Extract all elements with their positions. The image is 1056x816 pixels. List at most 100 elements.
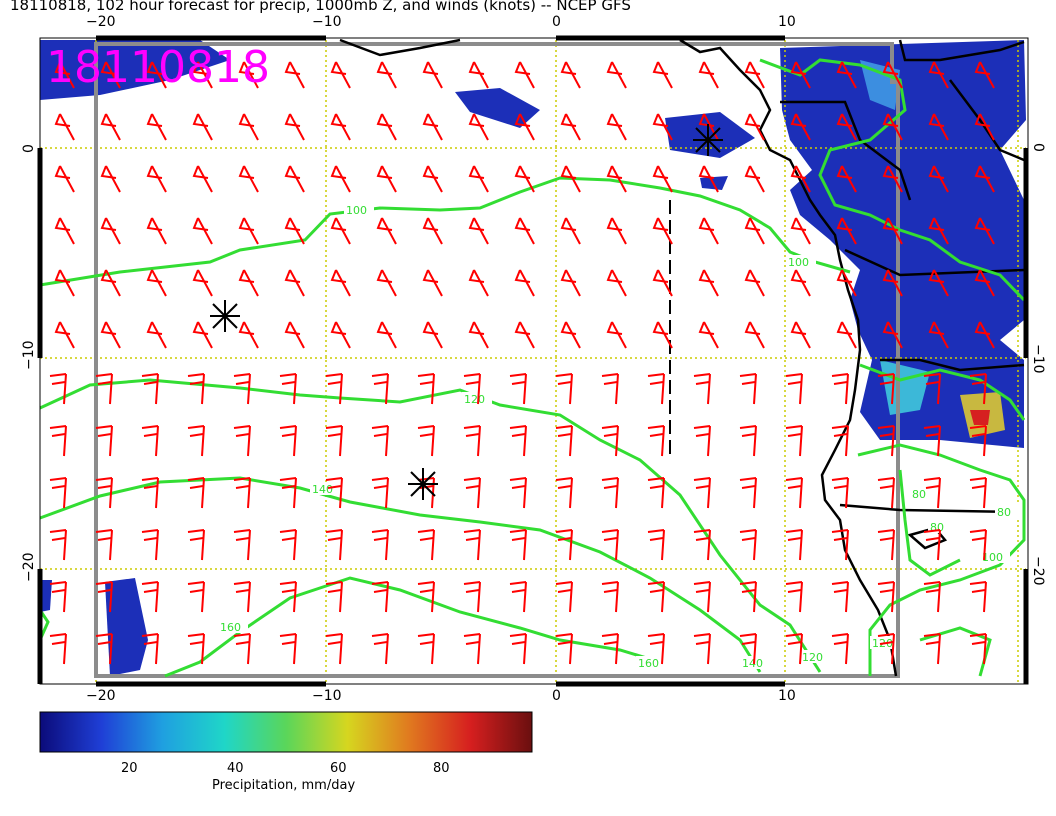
wind-barb (698, 321, 719, 349)
wind-barbs (49, 61, 995, 665)
contour-label: 100 (788, 256, 809, 269)
wind-barb (141, 633, 159, 665)
wind-barb (284, 61, 305, 89)
wind-barb (325, 581, 343, 613)
wind-barb (560, 113, 581, 141)
colorbar-tick-label: 20 (121, 761, 138, 776)
contour-80b (898, 469, 961, 577)
wind-barb (463, 477, 481, 509)
precip-core-4 (970, 410, 990, 425)
wind-barb (928, 165, 949, 193)
wind-barb (882, 269, 903, 297)
wind-barb (560, 321, 581, 349)
wind-barb (422, 61, 443, 89)
wind-barb (560, 269, 581, 297)
wind-barb (54, 61, 75, 89)
wind-barb (744, 61, 765, 89)
wind-barb (192, 269, 213, 297)
wind-barb (422, 165, 443, 193)
wind-barb (371, 529, 389, 561)
wind-barb (514, 269, 535, 297)
wind-barb (192, 165, 213, 193)
wind-barb (187, 581, 205, 613)
wind-barb (376, 217, 397, 245)
wind-barb (785, 581, 803, 613)
right-lat-label: 0 (1030, 143, 1046, 152)
wind-barb (233, 425, 251, 457)
right-axis: 0 −10 −20 (1030, 143, 1046, 586)
wind-barb (238, 165, 259, 193)
wind-barb (785, 425, 803, 457)
top-lon-label: 0 (552, 14, 561, 30)
bottom-lon-label: −10 (312, 688, 342, 704)
wind-barb (647, 581, 665, 613)
wind-barb (284, 217, 305, 245)
wind-barb (371, 581, 389, 613)
wind-barb (95, 477, 113, 509)
wind-barb (647, 425, 665, 457)
wind-barb (928, 217, 949, 245)
wind-barb (555, 581, 573, 613)
border-4 (839, 503, 1019, 514)
wind-barb (463, 425, 481, 457)
colorbar-tick-label: 60 (330, 761, 347, 776)
bottom-lon-label: 10 (778, 688, 796, 704)
wind-barb (279, 529, 297, 561)
wind-barb (371, 425, 389, 457)
wind-barb (187, 633, 205, 665)
wind-barb (744, 217, 765, 245)
precip-area-coast (665, 112, 755, 158)
wind-barb (468, 165, 489, 193)
wind-barb (371, 477, 389, 509)
wind-barb (831, 373, 849, 405)
wind-barb (790, 61, 811, 89)
wind-barb (606, 165, 627, 193)
wind-barb (928, 113, 949, 141)
wind-barb (698, 269, 719, 297)
wind-barb (330, 217, 351, 245)
wind-barb (560, 165, 581, 193)
wind-barb (560, 217, 581, 245)
wind-barb (606, 321, 627, 349)
contour-80 (857, 443, 1026, 676)
wind-barb (739, 529, 757, 561)
wind-barb (146, 165, 167, 193)
contour-100 (39, 176, 851, 287)
wind-barb (969, 581, 987, 613)
wind-barb (560, 61, 581, 89)
wind-barb (974, 269, 995, 297)
wind-barb (468, 113, 489, 141)
frame-marks (37, 35, 1029, 687)
contour-label: 120 (802, 651, 823, 664)
wind-barb (49, 373, 67, 405)
date-stamp: 18110818 (46, 42, 270, 93)
wind-barb (376, 165, 397, 193)
wind-barb (279, 373, 297, 405)
bottom-lon-label: −20 (86, 688, 116, 704)
top-axis: −20 −10 0 10 (86, 14, 796, 30)
wind-barb (790, 113, 811, 141)
wind-barb (514, 321, 535, 349)
border-3 (880, 358, 1025, 372)
wind-barb (785, 373, 803, 405)
wind-barb (652, 321, 673, 349)
wind-barb (238, 113, 259, 141)
wind-barb (422, 321, 443, 349)
contour-140 (39, 476, 762, 673)
wind-barb (790, 321, 811, 349)
wind-barb (836, 165, 857, 193)
wind-barb (141, 529, 159, 561)
wind-barb (790, 165, 811, 193)
wind-barb (100, 321, 121, 349)
wind-barb (95, 633, 113, 665)
wind-barb (606, 217, 627, 245)
asterisk-icon (210, 300, 240, 332)
wind-barb (376, 269, 397, 297)
wind-barb (601, 529, 619, 561)
wind-barb (831, 477, 849, 509)
asterisk-icon (693, 124, 723, 156)
wind-barb (693, 373, 711, 405)
wind-barb (739, 477, 757, 509)
wind-barb (325, 425, 343, 457)
wind-barb (647, 529, 665, 561)
